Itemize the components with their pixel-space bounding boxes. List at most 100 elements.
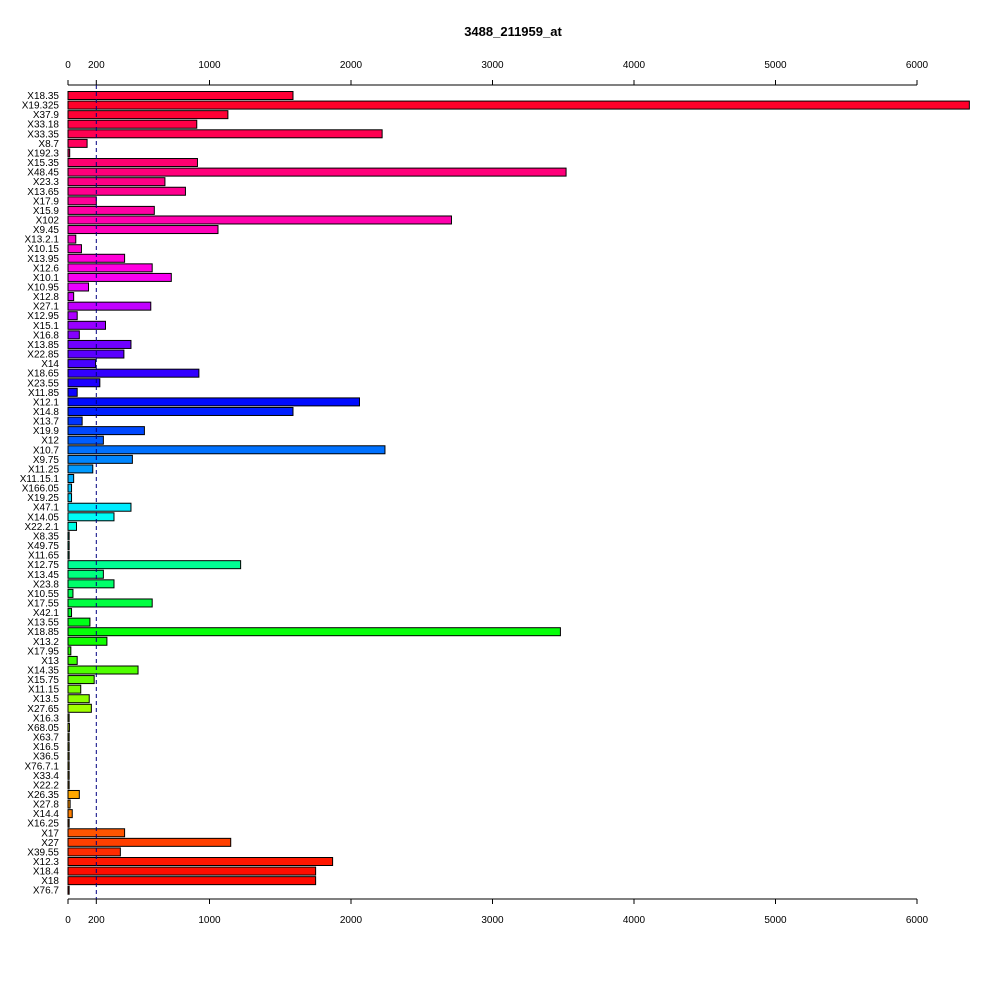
category-label: X39.55 — [27, 847, 59, 858]
tick-label-top: 6000 — [906, 60, 929, 71]
category-label: X13.85 — [27, 340, 59, 351]
category-label: X14.4 — [33, 809, 60, 820]
bar-X13.55 — [67, 617, 91, 627]
category-label: X9.75 — [33, 455, 60, 466]
tick-label-bottom: 0 — [65, 915, 71, 926]
category-label: X12.1 — [33, 397, 60, 408]
category-label: X13.65 — [27, 187, 59, 198]
category-label: X15.9 — [33, 206, 60, 217]
bar-X18.65 — [67, 368, 200, 378]
category-label: X17.95 — [27, 646, 59, 657]
bar-X8.35 — [67, 531, 70, 541]
category-label: X22.2 — [33, 780, 60, 791]
bar-X12.1 — [67, 397, 360, 407]
bar-X13.7 — [67, 416, 83, 426]
bar-X10.1 — [67, 272, 172, 282]
category-label: X14.8 — [33, 407, 60, 418]
category-label: X14.35 — [27, 666, 59, 677]
category-label: X166.05 — [22, 484, 60, 495]
category-label: X19.325 — [22, 101, 60, 112]
category-label: X18.85 — [27, 627, 59, 638]
category-label: X14 — [41, 359, 59, 370]
category-label: X192.3 — [27, 148, 59, 159]
category-label: X13.45 — [27, 570, 59, 581]
bar-X9.75 — [67, 454, 133, 464]
bar-X27.65 — [67, 703, 92, 713]
bar-X18.4 — [67, 866, 317, 876]
bar-X16.3 — [67, 713, 70, 723]
category-label: X9.45 — [33, 225, 60, 236]
bar-X11.25 — [67, 464, 94, 474]
category-label: X36.5 — [33, 752, 60, 763]
category-label: X42.1 — [33, 608, 60, 619]
category-label: X37.9 — [33, 110, 60, 121]
bar-X15.75 — [67, 675, 95, 685]
bar-X15.1 — [67, 320, 106, 330]
category-label: X27.1 — [33, 302, 60, 313]
category-label: X11.65 — [28, 551, 59, 562]
category-label: X22.2.1 — [25, 522, 60, 533]
bar-X76.7 — [67, 885, 70, 895]
bar-X22.2.1 — [67, 521, 77, 531]
bar-X23.3 — [67, 177, 166, 187]
category-label: X23.3 — [33, 177, 60, 188]
category-label: X27.8 — [33, 800, 60, 811]
bar-X10.55 — [67, 588, 74, 598]
category-label: X19.25 — [27, 493, 59, 504]
category-label: X11.15.1 — [20, 474, 60, 485]
category-label: X12.95 — [27, 311, 59, 322]
bar-X27 — [67, 837, 232, 847]
bar-X13 — [67, 655, 78, 665]
category-label: X16.5 — [33, 742, 60, 753]
category-label: X12.6 — [33, 263, 60, 274]
bar-X12.3 — [67, 857, 334, 866]
category-label: X76.7 — [33, 886, 60, 897]
tick-label-top: 0 — [65, 60, 71, 71]
bar-X47.1 — [67, 502, 132, 512]
category-label: X16.8 — [33, 330, 60, 341]
tick-label-bottom: 6000 — [906, 915, 929, 926]
bar-X23.8 — [67, 579, 115, 589]
bar-X10.95 — [67, 282, 90, 292]
category-label: X11.25 — [28, 464, 59, 475]
category-label: X18.35 — [27, 91, 59, 102]
category-label: X16.25 — [27, 819, 59, 830]
category-label: X10.95 — [27, 283, 59, 294]
category-label: X13.2 — [33, 637, 60, 648]
bar-X68.05 — [67, 722, 70, 732]
category-label: X48.45 — [27, 168, 59, 179]
bar-X13.85 — [67, 339, 132, 349]
category-labels: X18.35X19.325X37.9X33.18X33.35X8.7X192.3… — [20, 91, 60, 897]
bar-X33.35 — [67, 129, 383, 139]
bar-X11.65 — [67, 550, 70, 560]
category-label: X14.05 — [27, 512, 59, 523]
category-label: X13.7 — [33, 417, 60, 428]
category-label: X16.3 — [33, 713, 60, 724]
bar-X12.95 — [67, 311, 78, 321]
bar-X19.9 — [67, 426, 145, 436]
bar-X36.5 — [67, 751, 70, 761]
bar-X48.45 — [67, 167, 567, 177]
category-label: X15.1 — [33, 321, 60, 332]
bar-X18.85 — [67, 627, 561, 637]
x-axis-top: 0 200 1000 2000 3000 4000 5000 6000 — [65, 60, 929, 86]
category-label: X68.05 — [27, 723, 59, 734]
category-label: X26.35 — [27, 790, 59, 801]
bar-X11.15 — [67, 684, 82, 694]
category-label: X49.75 — [27, 541, 59, 552]
category-label: X11.85 — [28, 388, 59, 399]
bar-X37.9 — [67, 110, 229, 120]
category-label: X13.55 — [27, 618, 59, 629]
category-label: X13 — [41, 656, 59, 667]
bar-X13.45 — [67, 569, 104, 579]
bar-X39.55 — [67, 847, 121, 857]
category-label: X13.5 — [33, 694, 60, 705]
category-label: X17 — [41, 828, 59, 839]
bar-X76.7.1 — [67, 761, 70, 771]
bar-X22.2 — [67, 780, 70, 790]
tick-label-bottom: 5000 — [764, 915, 787, 926]
bar-X15.9 — [67, 205, 155, 215]
tick-label-bottom: 200 — [88, 915, 105, 926]
bar-X192.3 — [67, 148, 71, 158]
